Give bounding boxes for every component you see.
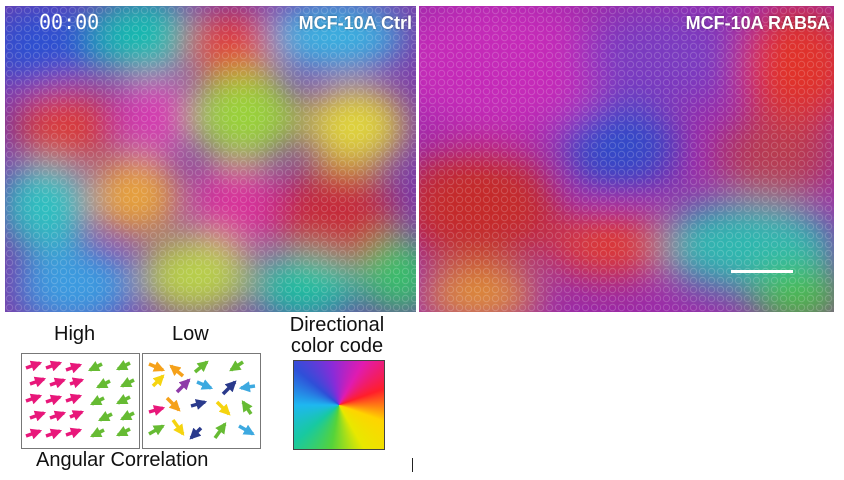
scale-bar: [731, 270, 793, 273]
low-arrows-icon: [148, 360, 256, 440]
rab5a-label: MCF-10A RAB5A: [685, 13, 830, 33]
low-label: Low: [172, 323, 209, 345]
ctrl-flow-map: [5, 6, 416, 312]
low-correlation-arrows: [142, 353, 261, 449]
text-cursor: [412, 458, 413, 472]
timestamp: 00:00: [39, 10, 100, 34]
high-label: High: [54, 323, 96, 345]
high-correlation-arrows: [21, 353, 140, 449]
ctrl-label: MCF-10A Ctrl: [298, 13, 412, 33]
angular-correlation-label: Angular Correlation: [36, 449, 209, 471]
rab5a-image-panel: MCF-10A RAB5A: [419, 6, 834, 312]
high-arrows-icon: [25, 359, 135, 440]
rab5a-flow-map: [419, 6, 834, 312]
directional-color-code-label: Directional color code: [289, 314, 385, 357]
ctrl-image-panel: 00:00 MCF-10A Ctrl: [5, 6, 416, 312]
directional-color-wheel: [293, 360, 385, 450]
